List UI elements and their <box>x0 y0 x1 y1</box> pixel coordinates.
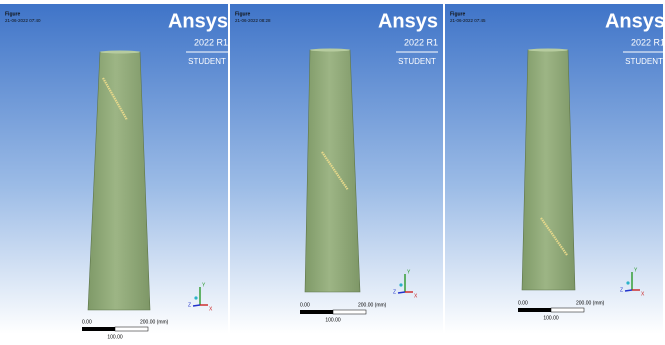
timestamp: 21-06-2022 07:40 <box>5 18 41 23</box>
scale-bar-light <box>115 327 148 331</box>
version: 2022 R1 <box>631 37 665 47</box>
scale-mid: 100.00 <box>325 317 341 323</box>
edition: STUDENT <box>188 57 226 66</box>
scale-end: 200.00 (mm) <box>140 319 169 325</box>
figure-label: Figure <box>235 11 250 17</box>
version: 2022 R1 <box>194 37 228 47</box>
cylinder-top <box>310 49 350 52</box>
axis-z <box>398 292 405 293</box>
scale-bar-light <box>333 310 366 314</box>
scale-bar-dark <box>300 310 333 314</box>
viewports: Figure21-06-2022 07:40Ansys2022 R1STUDEN… <box>0 0 665 345</box>
brand-logo: Ansys <box>605 10 665 32</box>
scale-bar-light <box>551 308 584 312</box>
axis-marker <box>194 296 197 299</box>
timestamp: 21-06-2022 07:45 <box>450 18 486 23</box>
scale-start: 0.00 <box>300 302 310 308</box>
page: {"panels": [ {"figure_label": "Figure", … <box>0 0 665 345</box>
scale-mid: 100.00 <box>543 315 559 321</box>
axis-label-z: Z <box>393 289 396 295</box>
cylinder-body <box>305 50 360 292</box>
brand-logo: Ansys <box>378 10 438 32</box>
scale-mid: 100.00 <box>107 334 123 340</box>
figure-label: Figure <box>450 11 465 17</box>
axis-label-z: Z <box>620 287 623 293</box>
figure-label: Figure <box>5 11 20 17</box>
scale-bar-dark <box>518 308 551 312</box>
scale-start: 0.00 <box>518 300 528 306</box>
scale-start: 0.00 <box>82 319 92 325</box>
axis-marker <box>399 283 402 286</box>
brand-logo: Ansys <box>168 10 228 32</box>
scale-bar-dark <box>82 327 115 331</box>
axis-z <box>193 305 200 306</box>
cylinder-top <box>528 49 568 52</box>
timestamp: 21-06-2022 08:28 <box>235 18 271 23</box>
scale-end: 200.00 (mm) <box>358 302 387 308</box>
scale-end: 200.00 (mm) <box>576 300 605 306</box>
axis-z <box>625 290 632 291</box>
edition: STUDENT <box>625 57 663 66</box>
axis-label-z: Z <box>188 302 191 308</box>
edition: STUDENT <box>398 57 436 66</box>
axis-marker <box>626 281 629 284</box>
cylinder-top <box>100 51 140 54</box>
version: 2022 R1 <box>404 37 438 47</box>
